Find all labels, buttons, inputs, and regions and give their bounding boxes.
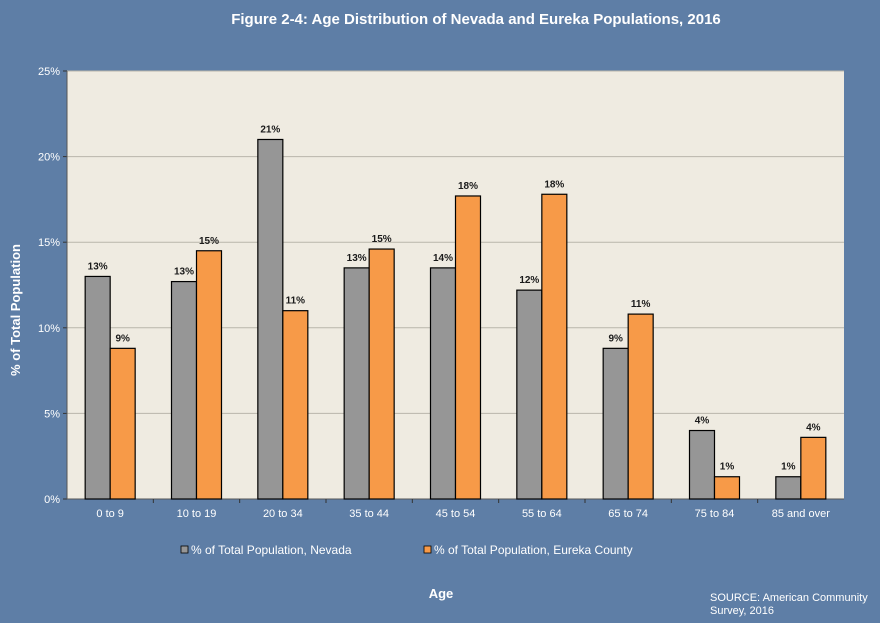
y-tick-label: 20% xyxy=(38,152,60,164)
x-axis-ticks: 0 to 9 10 to 19 20 to 34 35 to 44 45 to 54 55… xyxy=(96,499,830,520)
y-tick-label: 25% xyxy=(38,66,60,78)
x-tick-label: 65 to 74 xyxy=(608,508,648,520)
x-tick-label: 35 to 44 xyxy=(349,508,389,520)
bar-nevada xyxy=(170,280,198,500)
x-tick-label: 10 to 19 xyxy=(177,508,217,520)
bar-eureka xyxy=(541,193,568,500)
bar-nevada xyxy=(257,138,284,500)
data-label-nevada: 12% xyxy=(519,275,539,286)
bar-nevada xyxy=(343,267,370,500)
bar-nevada xyxy=(429,267,457,500)
bar-eureka xyxy=(368,248,395,500)
x-tick-label: 0 to 9 xyxy=(96,508,124,520)
x-tick-label: 45 to 54 xyxy=(436,508,476,520)
x-tick-label: 20 to 34 xyxy=(263,508,303,520)
data-labels: 13% 9% 13% 15% 21% 11% 13% 15% 14% 18% 12% 18% 9% 11%… xyxy=(88,124,821,472)
data-label-nevada: 13% xyxy=(347,253,367,264)
legend-swatch-eureka xyxy=(423,545,432,554)
chart-title: Figure 2-4: Age Distribution of Nevada a… xyxy=(231,11,721,28)
bar-eureka xyxy=(195,250,223,500)
bar-nevada xyxy=(516,289,543,500)
y-tick-label: 0% xyxy=(44,494,60,506)
y-tick-label: 15% xyxy=(38,237,60,249)
x-tick-label: 55 to 64 xyxy=(522,508,562,520)
data-label-eureka: 9% xyxy=(115,333,130,344)
bar-eureka xyxy=(282,310,309,500)
bar-eureka xyxy=(627,313,654,500)
data-label-eureka: 4% xyxy=(806,422,821,433)
data-label-eureka: 1% xyxy=(720,462,735,473)
legend-swatch-nevada xyxy=(180,545,189,554)
bar-nevada xyxy=(84,275,111,500)
legend: % of Total Population, Nevada % of Total… xyxy=(180,543,633,557)
bar-eureka xyxy=(800,436,827,500)
bar-nevada xyxy=(688,429,716,500)
legend-label-nevada: % of Total Population, Nevada xyxy=(191,543,352,557)
data-label-nevada: 1% xyxy=(781,462,796,473)
legend-label-eureka: % of Total Population, Eureka County xyxy=(434,543,633,557)
bar-eureka xyxy=(713,476,741,500)
y-tick-label: 5% xyxy=(44,408,60,420)
data-label-eureka: 11% xyxy=(631,299,651,310)
data-label-eureka: 15% xyxy=(372,234,392,245)
bar-nevada xyxy=(602,347,629,500)
data-label-nevada: 9% xyxy=(608,333,623,344)
bar-eureka xyxy=(109,347,136,500)
data-label-eureka: 18% xyxy=(544,179,564,190)
data-label-nevada: 13% xyxy=(88,261,108,272)
source-line-2: Survey, 2016 xyxy=(710,605,774,617)
x-tick-label: 75 to 84 xyxy=(695,508,735,520)
y-tick-label: 10% xyxy=(38,323,60,335)
data-label-nevada: 4% xyxy=(695,416,710,427)
bar-nevada xyxy=(775,476,802,500)
data-label-nevada: 14% xyxy=(433,253,453,264)
data-label-eureka: 18% xyxy=(458,181,478,192)
data-label-eureka: 11% xyxy=(286,296,306,307)
y-axis-title: % of Total Population xyxy=(8,244,23,376)
source-line-1: SOURCE: American Community xyxy=(710,592,868,604)
data-label-eureka: 15% xyxy=(199,236,219,247)
bars xyxy=(84,138,827,500)
data-label-nevada: 13% xyxy=(174,267,194,278)
data-label-nevada: 21% xyxy=(260,124,280,135)
x-tick-label: 85 and over xyxy=(772,508,830,520)
x-axis-title: Age xyxy=(429,586,454,601)
bar-eureka xyxy=(454,195,482,500)
